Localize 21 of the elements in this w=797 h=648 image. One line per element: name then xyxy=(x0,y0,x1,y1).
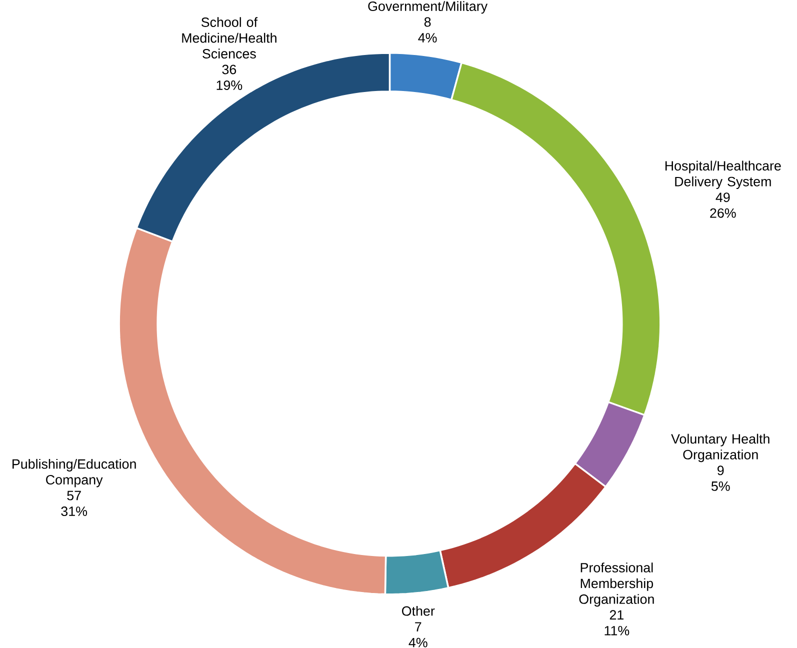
text: 31% xyxy=(61,506,88,516)
text: 4% xyxy=(408,638,428,648)
data-label: 8 xyxy=(424,17,431,27)
slice-label: Government/Military xyxy=(368,0,488,14)
slice-label: School of Medicine/Health Sciences xyxy=(182,16,276,58)
text: 11% xyxy=(604,626,630,636)
slice-label: Other xyxy=(402,606,435,616)
slice-label: Hospital/Healthcare Delivery System xyxy=(665,160,781,189)
data-label: 7 xyxy=(415,622,422,632)
slice-label: Professional Membership Organization xyxy=(579,562,654,606)
slice-label: Publishing/Education Company xyxy=(12,458,136,487)
text: 19% xyxy=(216,80,242,90)
text: 4% xyxy=(418,32,437,42)
data-label: 49 xyxy=(716,192,730,202)
data-label: 36 xyxy=(222,64,236,74)
data-label: 57 xyxy=(67,490,81,500)
slice-label: Voluntary Health Organization xyxy=(671,434,770,462)
data-label: 21 xyxy=(610,610,624,620)
text: 5% xyxy=(711,481,730,491)
text: 26% xyxy=(710,208,736,218)
data-label: 9 xyxy=(718,465,724,475)
